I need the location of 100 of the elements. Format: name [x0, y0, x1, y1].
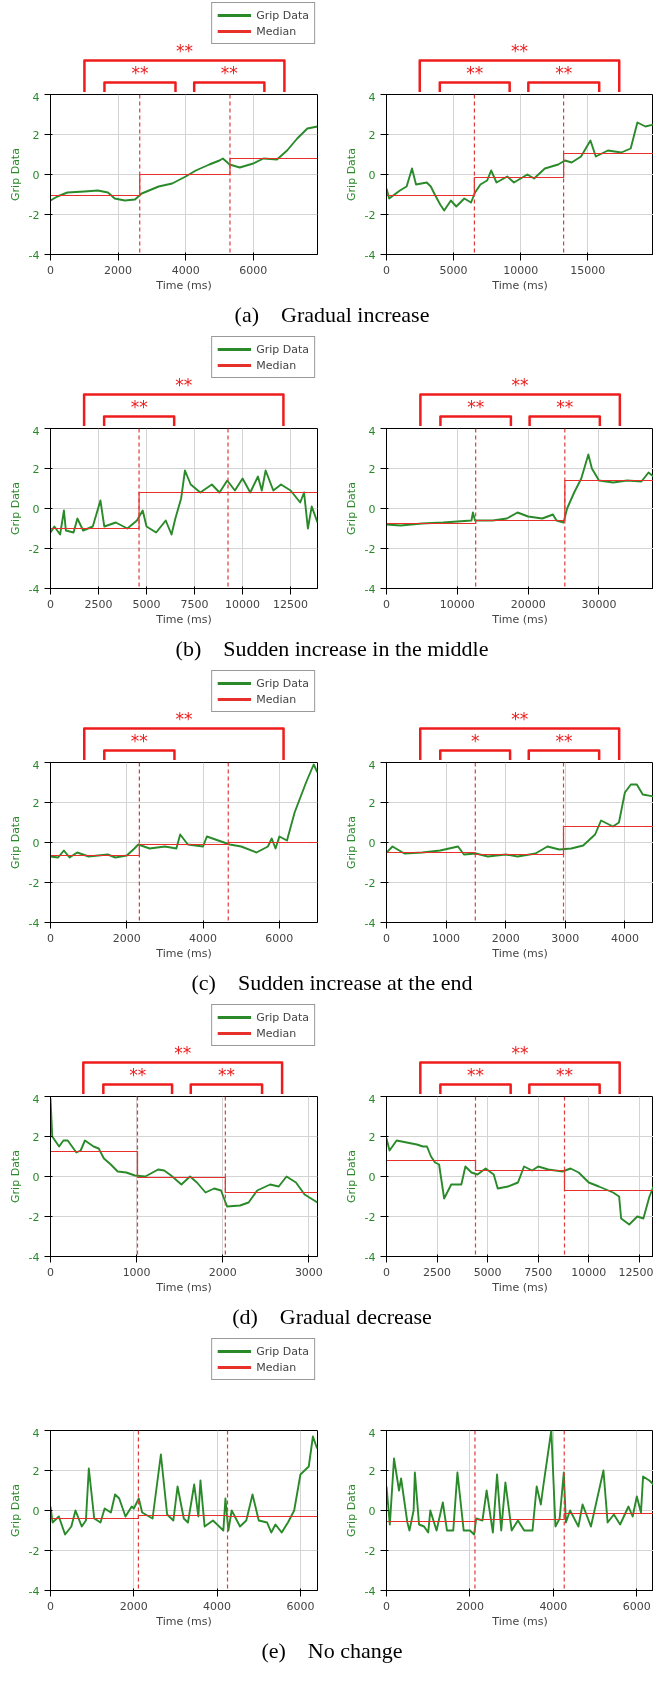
x-tick-label: 5000	[439, 263, 468, 277]
legend-label: Grip Data	[256, 676, 309, 690]
x-tick-label: 3000	[551, 931, 580, 945]
y-tick-label: 2	[368, 1130, 376, 1144]
y-tick-label: -2	[28, 1544, 40, 1558]
x-tick-label: 4000	[189, 931, 218, 945]
line-series	[386, 1430, 653, 1536]
y-tick-label: -4	[28, 1250, 40, 1264]
y-axis-title: Grip Data	[8, 1484, 22, 1537]
x-tick-label: 4000	[539, 1599, 568, 1613]
y-tick-label: -2	[28, 542, 40, 556]
x-axis-title: Time (ms)	[155, 1280, 212, 1294]
x-tick-label: 2000	[112, 931, 141, 945]
y-axis-title: Grip Data	[8, 816, 22, 869]
legend-label: Median	[256, 1026, 297, 1040]
text: **	[555, 62, 573, 83]
x-tick-label: 0	[47, 597, 54, 611]
text: **	[556, 396, 574, 417]
x-tick-label: 10000	[503, 263, 539, 277]
y-tick-label: 2	[368, 796, 376, 810]
x-tick-label: 7500	[180, 597, 209, 611]
x-axis-title: Time (ms)	[491, 1614, 548, 1628]
text: **	[175, 708, 193, 729]
x-axis-title: Time (ms)	[155, 946, 212, 960]
x-tick-label: 12500	[618, 1265, 654, 1279]
text: **	[555, 730, 573, 751]
x-tick-label: 4000	[203, 1599, 232, 1613]
text: **	[511, 708, 529, 729]
x-tick-label: 0	[383, 1265, 390, 1279]
y-tick-label: 4	[368, 758, 376, 772]
y-tick-label: 0	[32, 168, 40, 182]
legend-label: Median	[256, 1360, 297, 1374]
line-series	[386, 783, 653, 858]
y-tick-label: 4	[368, 1426, 376, 1440]
y-tick-label: 4	[32, 424, 40, 438]
y-tick-label: -4	[364, 916, 376, 930]
line-series	[386, 453, 653, 527]
text: **	[175, 374, 193, 395]
x-tick-label: 6000	[239, 263, 268, 277]
text: (e) No change	[261, 1637, 403, 1665]
x-axis-title: Time (ms)	[491, 1280, 548, 1294]
y-tick-label: 2	[368, 1464, 376, 1478]
x-tick-label: 6000	[622, 1599, 651, 1613]
text: **	[511, 1042, 529, 1063]
text: (d) Gradual decrease	[232, 1303, 432, 1331]
x-tick-label: 2000	[491, 931, 520, 945]
x-tick-label: 1000	[432, 931, 461, 945]
text: **	[467, 1064, 484, 1085]
x-tick-label: 0	[383, 263, 390, 277]
y-tick-label: -4	[28, 582, 40, 596]
y-tick-label: 2	[368, 128, 376, 142]
text: **	[131, 62, 149, 83]
text: **	[220, 62, 238, 83]
y-axis-title: Grip Data	[344, 816, 358, 869]
y-tick-label: 0	[368, 1504, 376, 1518]
y-tick-label: 4	[32, 1426, 40, 1440]
x-tick-label: 0	[47, 1265, 54, 1279]
text: (c) Sudden increase at the end	[191, 969, 473, 997]
y-tick-label: 0	[368, 1170, 376, 1184]
y-tick-label: 4	[368, 1092, 376, 1106]
y-tick-label: -2	[364, 1210, 376, 1224]
line-series	[50, 469, 318, 536]
line-series	[50, 763, 318, 859]
text: **	[467, 396, 485, 417]
x-tick-label: 4000	[610, 931, 639, 945]
y-axis-title: Grip Data	[8, 482, 22, 535]
y-tick-label: -2	[364, 542, 376, 556]
y-tick-label: 2	[32, 1130, 40, 1144]
y-axis-title: Grip Data	[8, 1150, 22, 1203]
text: **	[466, 62, 484, 83]
y-axis-title: Grip Data	[344, 1484, 358, 1537]
y-tick-label: 4	[32, 1092, 40, 1106]
y-axis-title: Grip Data	[8, 148, 22, 201]
y-axis-title: Grip Data	[344, 482, 358, 535]
y-tick-label: 2	[32, 128, 40, 142]
x-tick-label: 3000	[294, 1265, 323, 1279]
x-tick-label: 2000	[104, 263, 133, 277]
x-axis-title: Time (ms)	[491, 946, 548, 960]
x-tick-label: 10000	[225, 597, 261, 611]
y-axis-title: Grip Data	[344, 1150, 358, 1203]
y-tick-label: -4	[364, 1250, 376, 1264]
x-tick-label: 15000	[570, 263, 606, 277]
x-tick-label: 5000	[132, 597, 161, 611]
x-axis-title: Time (ms)	[155, 1614, 212, 1628]
x-tick-label: 1000	[122, 1265, 151, 1279]
text: (a) Gradual increase	[234, 301, 430, 329]
x-tick-label: 20000	[510, 597, 546, 611]
x-tick-label: 4000	[171, 263, 200, 277]
y-axis-title: Grip Data	[344, 148, 358, 201]
text: **	[130, 730, 148, 751]
y-tick-label: -4	[28, 1584, 40, 1598]
y-tick-label: 2	[32, 1464, 40, 1478]
y-tick-label: 4	[368, 90, 376, 104]
y-tick-label: 4	[368, 424, 376, 438]
x-tick-label: 0	[47, 1599, 54, 1613]
y-tick-label: 0	[368, 168, 376, 182]
x-tick-label: 5000	[473, 1265, 502, 1279]
x-axis-title: Time (ms)	[155, 278, 212, 292]
y-tick-label: 2	[368, 462, 376, 476]
y-tick-label: 0	[368, 836, 376, 850]
